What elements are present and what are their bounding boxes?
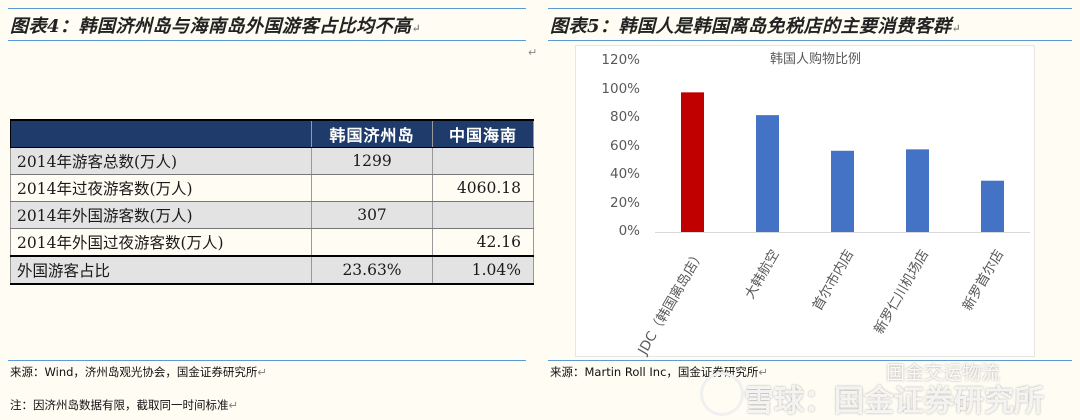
caption-rule-right <box>548 40 1072 41</box>
hainan-value: 4060.18 <box>432 174 534 202</box>
chart-title: 韩国人购物比例 <box>770 52 862 67</box>
island-tourist-table: 韩国济州岛 中国海南 2014年游客总数(万人) 1299 2014年过夜游客数… <box>10 119 534 285</box>
row-label: 外国游客占比 <box>10 255 312 285</box>
y-tick-label: 80% <box>609 109 640 125</box>
row-label: 2014年外国游客数(万人) <box>10 201 312 229</box>
table-header-jeju: 韩国济州岛 <box>311 119 433 148</box>
y-tick-label: 0% <box>618 223 640 239</box>
top-rule-right <box>548 8 1072 9</box>
jeju-value <box>311 228 433 257</box>
table-row: 2014年外国过夜游客数(万人) 42.16 <box>10 228 534 257</box>
top-rule-left <box>8 8 526 9</box>
caption-rule-left <box>8 40 526 41</box>
chart-area <box>575 45 1035 357</box>
row-label: 2014年外国过夜游客数(万人) <box>10 228 312 257</box>
y-tick-label: 40% <box>609 166 640 182</box>
hainan-value <box>432 147 534 175</box>
source-right: 来源：Martin Roll Inc，国金证券研究所↵ <box>550 365 769 379</box>
watermark-brand: 雪球：国金证券研究所 <box>744 384 1044 419</box>
y-tick-label: 20% <box>609 194 640 211</box>
jeju-value: 1299 <box>311 147 433 175</box>
table-row: 2014年过夜游客数(万人) 4060.18 <box>10 174 534 202</box>
paragraph-mark: ↵ <box>528 46 538 59</box>
y-tick-label: 100% <box>601 80 640 97</box>
hainan-value: 1.04% <box>432 255 534 285</box>
watermark-account: 国金交运物流 <box>886 362 1001 384</box>
table-row: 2014年游客总数(万人) 1299 <box>10 147 534 175</box>
jeju-value <box>311 174 433 202</box>
y-tick-label: 60% <box>609 137 640 154</box>
table-header-hainan: 中国海南 <box>432 119 534 148</box>
row-label: 2014年游客总数(万人) <box>10 147 312 175</box>
table-footnote: 注：因济州岛数据有限，截取同一时间标准↵ <box>10 398 239 412</box>
hainan-value <box>432 201 534 229</box>
source-left: 来源：Wind，济州岛观光协会，国金证券研究所↵ <box>10 365 268 379</box>
y-tick-label: 120% <box>601 52 640 68</box>
source-rule-left <box>8 360 526 361</box>
table-header-blank <box>10 119 312 148</box>
jeju-value: 23.63% <box>311 255 433 285</box>
hainan-value: 42.16 <box>432 228 534 257</box>
figure-caption-right: 图表5：韩国人是韩国离岛免税店的主要消费客群↵ <box>550 16 962 37</box>
source-rule-right <box>548 360 1072 361</box>
watermark-logo-icon <box>700 372 744 416</box>
table-row: 外国游客占比 23.63% 1.04% <box>10 255 534 285</box>
figure-caption-left: 图表4：韩国济州岛与海南岛外国游客占比均不高↵ <box>10 16 422 37</box>
row-label: 2014年过夜游客数(万人) <box>10 174 312 202</box>
jeju-value: 307 <box>311 201 433 229</box>
table-row: 2014年外国游客数(万人) 307 <box>10 201 534 229</box>
